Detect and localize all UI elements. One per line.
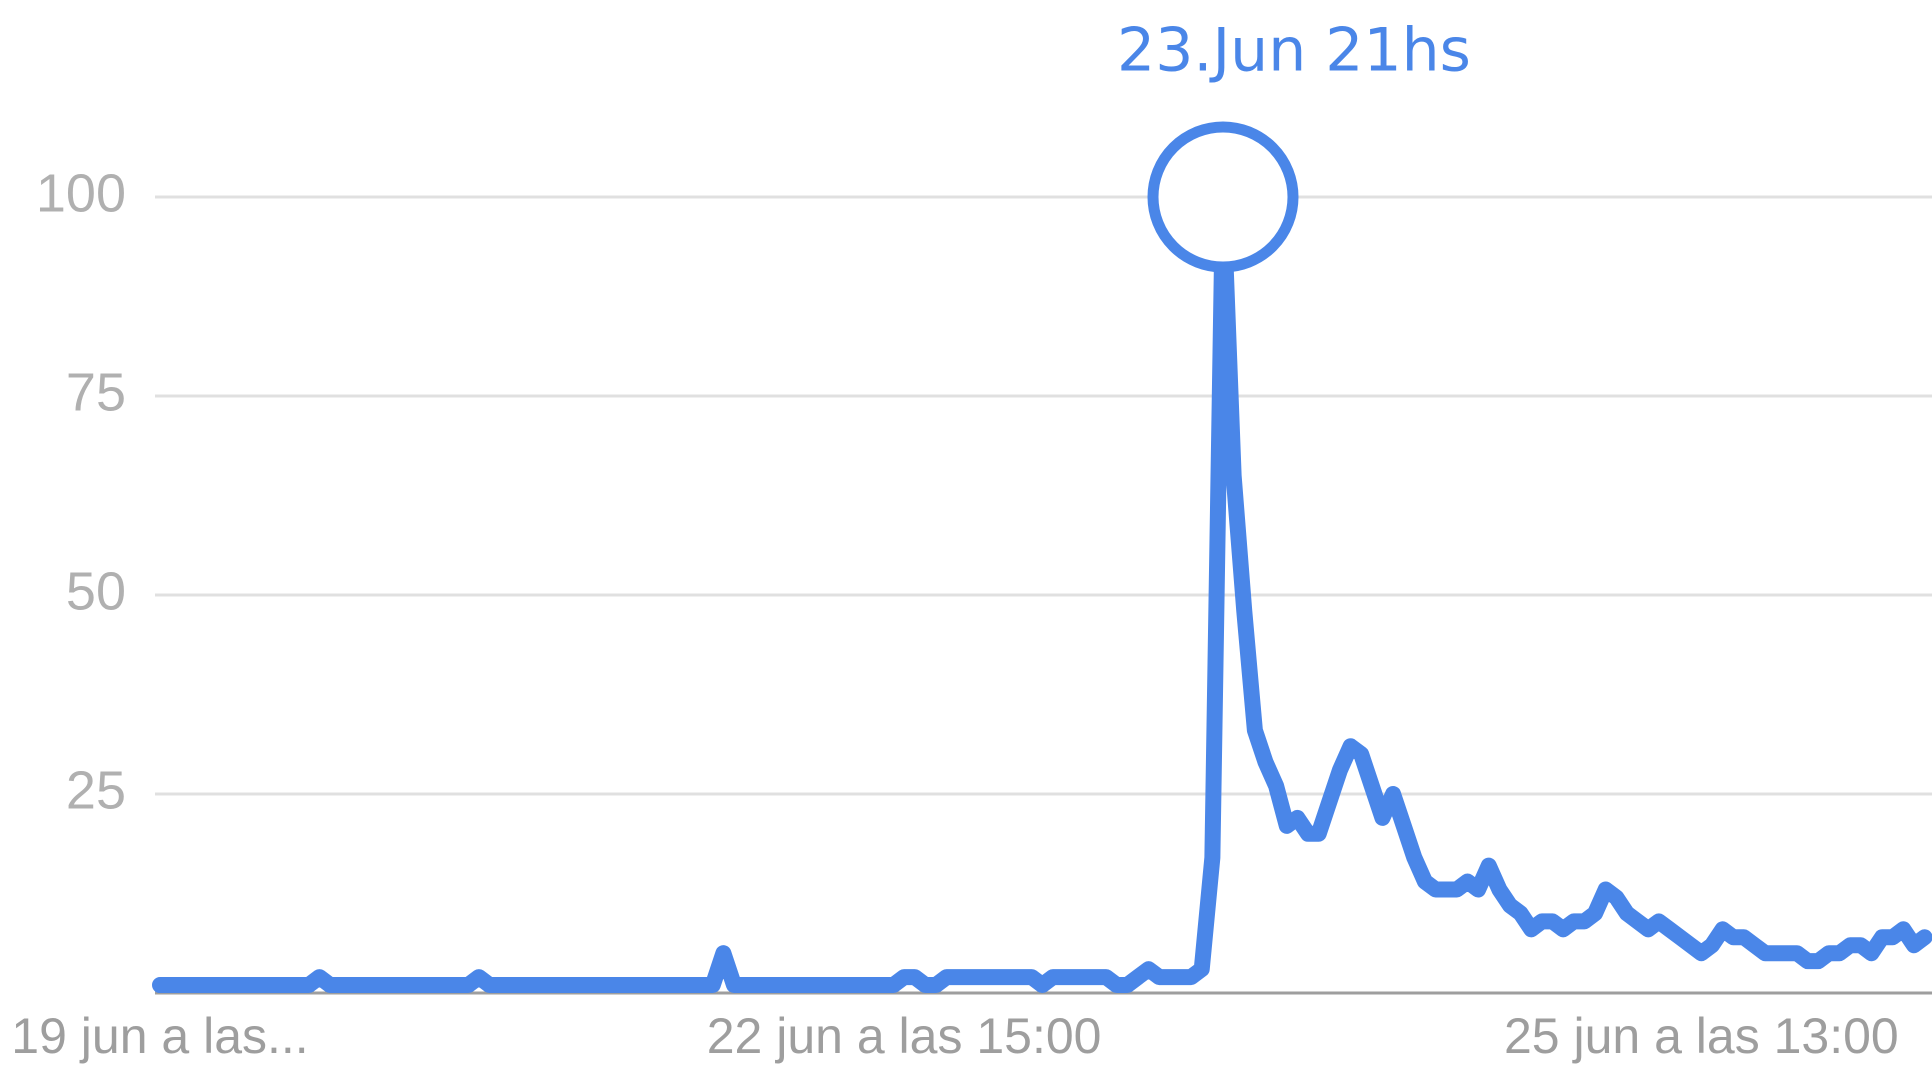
x-tick-label: 22 jun a las 15:00: [707, 1008, 1102, 1064]
highlight-marker: [1147, 121, 1299, 273]
y-tick-label: 50: [66, 561, 126, 621]
x-tick-label: 19 jun a las...: [11, 1008, 308, 1064]
annotation: 23.Jun 21hs: [1117, 16, 1471, 86]
x-tick-label: 25 jun a las 13:00: [1504, 1008, 1899, 1064]
y-tick-label: 25: [66, 760, 126, 820]
y-tick-label: 100: [36, 163, 126, 223]
y-tick-label: 75: [66, 362, 126, 422]
line-series: [152, 189, 1932, 994]
